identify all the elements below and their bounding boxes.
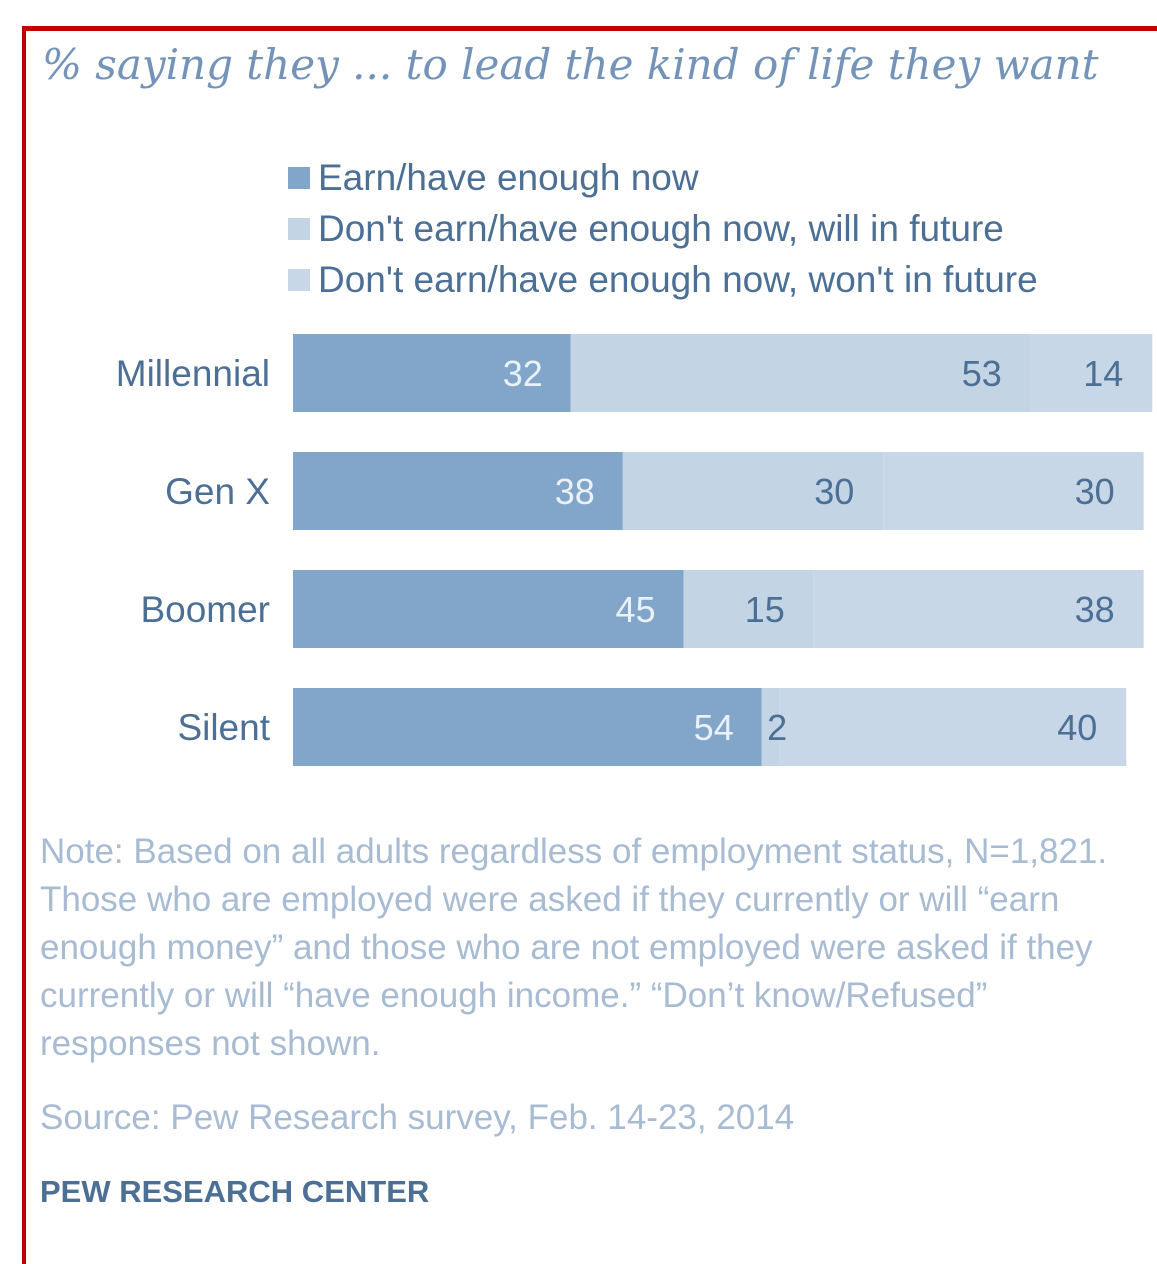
bar-gen-x-wont-future [883, 452, 1144, 530]
legend-item-wont-future: Don't earn/have enough now, won't in fut… [288, 254, 1038, 305]
value-label-millennial-will-future: 53 [962, 353, 1002, 394]
value-label-gen-x-earn-now: 38 [555, 471, 595, 512]
frame-left-border [22, 26, 26, 1264]
legend-label-will-future: Don't earn/have enough now, will in futu… [318, 207, 1004, 249]
value-label-silent-wont-future: 40 [1057, 707, 1097, 748]
value-label-silent-will-future: 2 [767, 707, 787, 748]
chart-subtitle: % saying they ... to lead the kind of li… [42, 40, 1099, 89]
bar-gen-x-will-future [622, 452, 884, 530]
value-label-silent-earn-now: 54 [694, 707, 734, 748]
bar-gen-x-earn-now [293, 452, 623, 530]
bar-boomer-earn-now [293, 570, 684, 648]
value-label-boomer-wont-future: 38 [1075, 589, 1115, 630]
bar-boomer-will-future [683, 570, 814, 648]
category-label-millennial: Millennial [116, 353, 270, 394]
legend-label-wont-future: Don't earn/have enough now, won't in fut… [318, 258, 1038, 300]
legend-swatch-earn-now [288, 166, 310, 189]
value-label-millennial-wont-future: 14 [1083, 353, 1123, 394]
bar-boomer-wont-future [813, 570, 1144, 648]
value-label-gen-x-will-future: 30 [814, 471, 854, 512]
bar-millennial-earn-now [293, 334, 571, 412]
chart-legend: Earn/have enough now Don't earn/have eno… [288, 152, 1038, 305]
category-label-silent: Silent [177, 707, 270, 748]
stacked-bar-chart: Millennial 32 53 14 Gen X 38 30 30 Boomer 45 15 38 S… [116, 334, 1153, 766]
bar-silent-earn-now [293, 688, 762, 766]
category-label-gen-x: Gen X [165, 471, 270, 512]
chart-note: Note: Based on all adults regardless of … [40, 832, 1108, 1063]
chart-source: Source: Pew Research survey, Feb. 14-23,… [40, 1098, 795, 1137]
legend-item-earn-now: Earn/have enough now [288, 152, 1038, 203]
legend-swatch-will-future [288, 217, 310, 240]
brand-logo-text: PEW RESEARCH CENTER [40, 1174, 430, 1209]
legend-swatch-wont-future [288, 268, 310, 291]
value-label-boomer-earn-now: 45 [616, 589, 656, 630]
bar-millennial-will-future [570, 334, 1031, 412]
bar-silent-will-future [761, 688, 780, 766]
legend-label-earn-now: Earn/have enough now [318, 156, 699, 198]
category-label-boomer: Boomer [140, 589, 270, 630]
bar-millennial-wont-future [1030, 334, 1153, 412]
value-label-millennial-earn-now: 32 [503, 353, 543, 394]
bar-silent-wont-future [779, 688, 1127, 766]
value-label-boomer-will-future: 15 [745, 589, 785, 630]
legend-item-will-future: Don't earn/have enough now, will in futu… [288, 203, 1038, 254]
frame-top-border [22, 26, 1157, 31]
value-label-gen-x-wont-future: 30 [1075, 471, 1115, 512]
